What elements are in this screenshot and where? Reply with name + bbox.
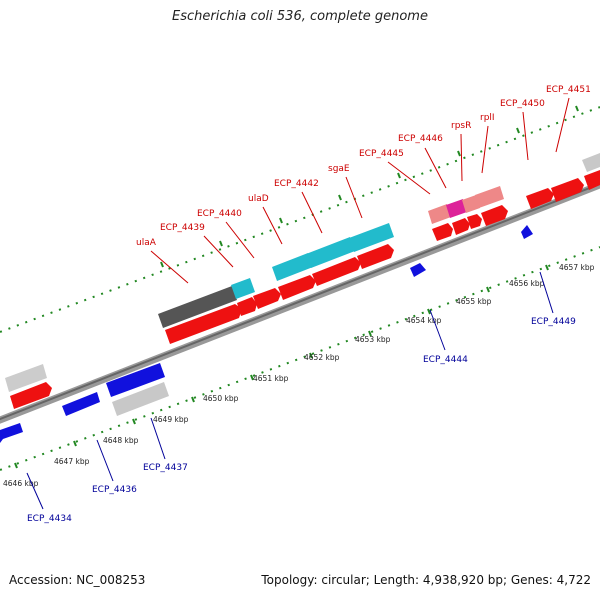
gene-label: ECP_4451 — [546, 85, 591, 95]
gene-feature — [357, 244, 394, 269]
forward-gene-labels: ulaA ECP_4439 ECP_4440 ulaD ECP_4442 sga… — [136, 85, 591, 248]
gene-label: ulaA — [136, 238, 157, 248]
gene-feature — [446, 199, 467, 218]
kbp-label: 4657 kbp — [559, 263, 595, 272]
kbp-label: 4654 kbp — [406, 316, 442, 325]
gene-feature — [475, 186, 504, 208]
gene-feature — [158, 286, 237, 328]
kbp-label: 4652 kbp — [304, 353, 340, 362]
gene-label: ECP_4440 — [197, 209, 242, 219]
gene-feature — [584, 170, 600, 190]
gene-feature — [231, 278, 255, 299]
gene-label: ECP_4437 — [143, 463, 188, 473]
gene-feature — [10, 382, 52, 409]
kbp-label: 4656 kbp — [509, 279, 545, 288]
lower-tick-track — [0, 246, 600, 471]
gene-feature — [428, 204, 451, 224]
reverse-strand-features — [0, 225, 533, 443]
kbp-axis-labels: 4646 kbp 4647 kbp 4648 kbp 4649 kbp 4650… — [3, 263, 595, 488]
gene-feature — [582, 153, 600, 172]
gene-feature — [551, 178, 584, 202]
gene-feature — [312, 257, 361, 286]
accession-text: Accession: NC_008253 — [9, 573, 146, 587]
kbp-label: 4651 kbp — [253, 374, 289, 383]
kbp-label: 4647 kbp — [54, 457, 90, 466]
gene-feature — [306, 237, 355, 268]
gene-label: ECP_4446 — [398, 134, 443, 144]
gene-label: ECP_4444 — [423, 355, 468, 365]
gene-label: ECP_4449 — [531, 317, 576, 327]
forward-strand-features — [5, 153, 600, 409]
genome-summary-text: Topology: circular; Length: 4,938,920 bp… — [261, 573, 591, 587]
kbp-label: 4648 kbp — [103, 436, 139, 445]
gene-feature — [526, 188, 554, 209]
kbp-label: 4650 kbp — [203, 394, 239, 403]
kbp-label: 4653 kbp — [355, 335, 391, 344]
gene-feature — [0, 423, 23, 443]
reverse-gene-labels: ECP_4434 ECP_4436 ECP_4437 ECP_4444 ECP_… — [27, 317, 576, 524]
gene-feature — [272, 253, 313, 281]
kbp-label: 4646 kbp — [3, 479, 39, 488]
gene-label: ECP_4442 — [274, 179, 319, 189]
gene-feature — [62, 392, 100, 416]
gene-label: ECP_4450 — [500, 99, 545, 109]
gene-feature — [432, 223, 453, 241]
gene-feature — [467, 214, 482, 229]
gene-label: ECP_4436 — [92, 485, 137, 495]
reverse-leader-lines — [26, 271, 554, 510]
gene-label: sgaE — [328, 164, 350, 174]
gene-label: ECP_4445 — [359, 149, 404, 159]
gene-label: ECP_4434 — [27, 514, 72, 524]
gene-feature — [521, 225, 533, 239]
genome-backbone — [0, 181, 600, 424]
gene-feature — [410, 263, 426, 277]
gene-feature — [112, 382, 169, 416]
gene-feature — [278, 275, 316, 300]
gene-feature — [253, 288, 281, 309]
map-title: Escherichia coli 536, complete genome — [172, 9, 428, 24]
gene-feature — [165, 304, 242, 344]
gene-label: rplI — [480, 113, 495, 123]
kbp-label: 4649 kbp — [153, 415, 189, 424]
gene-feature — [106, 363, 165, 397]
forward-leader-lines — [150, 97, 570, 284]
gene-label: ulaD — [248, 194, 269, 204]
gene-label: ECP_4439 — [160, 223, 205, 233]
gene-feature — [237, 297, 257, 316]
gene-feature — [349, 223, 394, 252]
kbp-label: 4655 kbp — [456, 297, 492, 306]
gene-feature — [452, 218, 470, 235]
gene-feature — [462, 195, 480, 213]
upper-tick-track — [0, 105, 600, 333]
gene-feature — [5, 364, 47, 392]
gene-feature — [481, 205, 508, 226]
gene-label: rpsR — [451, 121, 471, 131]
